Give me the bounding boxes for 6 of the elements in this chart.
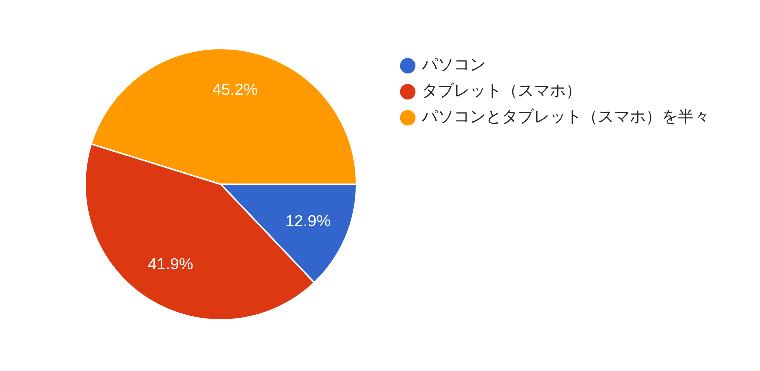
legend-label: タブレット（スマホ） <box>422 81 582 100</box>
data-label: 12.9% <box>286 213 332 230</box>
data-label: 41.9% <box>148 256 194 274</box>
data-label: 45.2% <box>212 82 258 99</box>
legend-label: パソコンとタブレット（スマホ）を半々 <box>421 107 710 126</box>
legend-label: パソコン <box>421 55 486 74</box>
